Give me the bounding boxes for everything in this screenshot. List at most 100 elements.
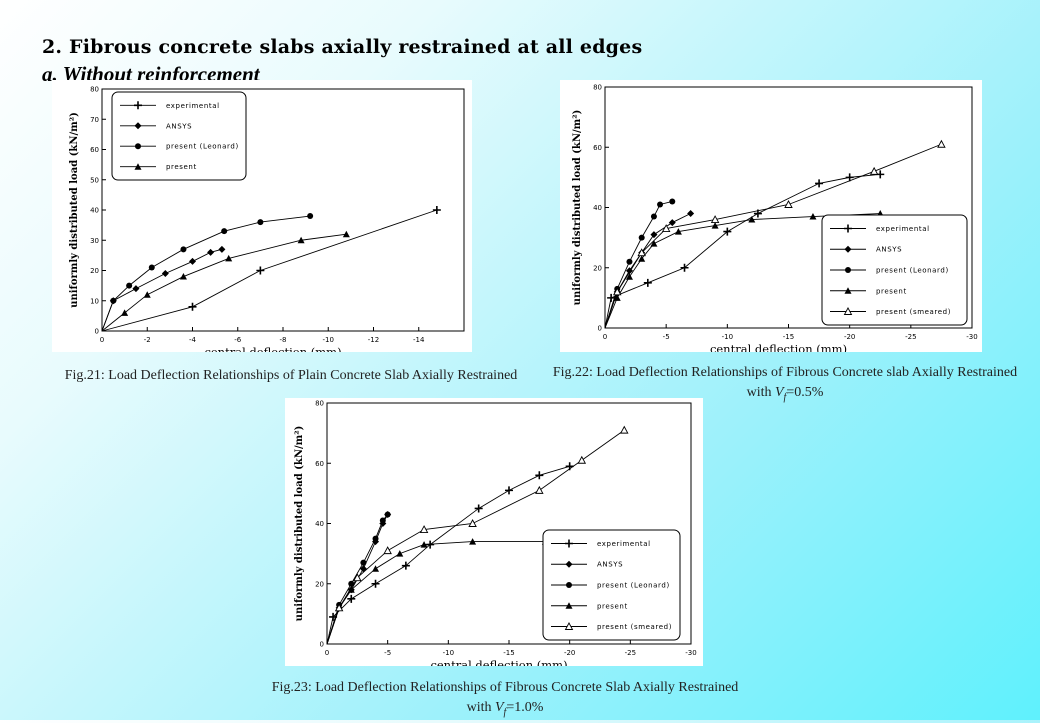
data-point (535, 471, 544, 480)
x-tick-label: -6 (234, 336, 242, 344)
data-point (360, 559, 367, 566)
x-tick-label: -5 (384, 649, 391, 657)
data-point (396, 550, 404, 557)
legend-label: present (Leonard) (166, 143, 239, 151)
data-point (815, 179, 824, 188)
caption-variable: V (774, 385, 784, 400)
legend-label: present (876, 287, 907, 295)
data-point (126, 282, 133, 289)
legend-label: present (Leonard) (597, 582, 670, 590)
data-point (384, 511, 391, 518)
y-tick-label: 40 (90, 207, 99, 215)
data-point (371, 579, 380, 588)
y-tick-label: 20 (315, 580, 324, 588)
data-point (189, 257, 196, 265)
x-tick-label: -10 (722, 333, 733, 341)
legend-box (542, 529, 681, 641)
y-tick-label: 80 (315, 400, 324, 408)
data-point (334, 603, 344, 612)
data-point (207, 248, 215, 256)
legend: experimental ANSYS present (Leonard) presen… (111, 91, 247, 181)
data-point (307, 213, 314, 220)
caption-variable: V (494, 700, 504, 715)
y-tick-label: 50 (90, 176, 99, 184)
data-point (132, 285, 140, 293)
data-point (650, 213, 657, 220)
series-line (101, 215, 311, 332)
data-point (650, 231, 658, 239)
data-point (674, 228, 682, 235)
x-tick-label: -25 (905, 333, 916, 341)
legend-marker (565, 539, 573, 548)
x-tick-label: -15 (783, 333, 794, 341)
x-tick-label: -20 (844, 333, 855, 341)
data-point (401, 561, 410, 570)
slide-title: 2. Fibrous concrete slabs axially restra… (42, 36, 643, 58)
data-point (161, 270, 169, 278)
y-tick-label: 10 (90, 297, 99, 305)
caption-text: Fig.23: Load Deflection Relationships of… (271, 680, 739, 715)
data-point (179, 273, 187, 280)
x-tick-label: -8 (280, 336, 287, 344)
data-point (784, 200, 793, 208)
x-tick-label: -30 (685, 649, 696, 657)
data-point (637, 248, 646, 257)
data-point (420, 541, 428, 548)
y-tick-label: 0 (320, 641, 324, 649)
x-tick-label: -10 (443, 649, 454, 657)
x-tick-label: -25 (625, 649, 636, 657)
legend-marker (565, 602, 573, 609)
legend: experimental ANSYS present (Leonard) presen… (542, 529, 681, 641)
data-point (218, 245, 226, 253)
series-circle (101, 213, 314, 332)
series-line (604, 201, 673, 329)
y-tick-label: 20 (90, 267, 99, 275)
legend-marker (566, 582, 572, 588)
caption-tail: =0.5% (786, 385, 824, 400)
data-point (468, 519, 477, 527)
data-point (432, 206, 441, 214)
legend-marker (844, 224, 852, 233)
data-point (638, 234, 645, 241)
data-point (121, 309, 129, 316)
y-axis-label: uniformly distributed load (kN/m²) (294, 426, 305, 622)
data-point (748, 216, 756, 223)
legend-marker (135, 143, 141, 150)
data-point (148, 264, 155, 271)
x-tick-label: 0 (603, 333, 607, 341)
legend-label: present (Leonard) (876, 267, 949, 275)
y-tick-label: 20 (593, 264, 602, 272)
data-point (347, 594, 356, 603)
legend-marker (845, 267, 851, 273)
data-point (180, 246, 187, 253)
caption-text: Fig.21: Load Deflection Relationships of… (64, 368, 518, 383)
caption-tail: =1.0% (506, 700, 544, 715)
legend-label: experimental (166, 102, 220, 110)
series-line (604, 213, 881, 329)
legend-label: present (smeared) (597, 623, 672, 631)
legend-label: experimental (597, 540, 651, 548)
data-point (257, 219, 264, 226)
y-tick-label: 80 (90, 86, 99, 94)
data-point (353, 573, 362, 582)
data-point (626, 258, 633, 265)
x-tick-label: 0 (100, 336, 104, 344)
data-point (638, 255, 646, 262)
legend-label: present (smeared) (876, 308, 951, 316)
series-triangle (101, 230, 350, 332)
data-point (669, 198, 676, 205)
x-axis-label: central deflection (mm) (204, 345, 341, 352)
y-tick-label: 80 (593, 84, 602, 92)
legend-marker (134, 163, 142, 170)
data-point (661, 224, 671, 233)
y-tick-label: 0 (598, 325, 602, 333)
legend-label: ANSYS (166, 122, 192, 130)
series-plus (326, 462, 574, 645)
data-point (256, 266, 265, 275)
chart-fig22: 0 -5 -10 -15 -20 -25 -30 0 20 40 60 80 central defle… (560, 80, 982, 352)
series-triangle-open (604, 139, 946, 329)
series-line (604, 143, 942, 329)
legend-label: experimental (876, 225, 930, 233)
data-point (372, 535, 379, 542)
data-point (372, 565, 380, 572)
